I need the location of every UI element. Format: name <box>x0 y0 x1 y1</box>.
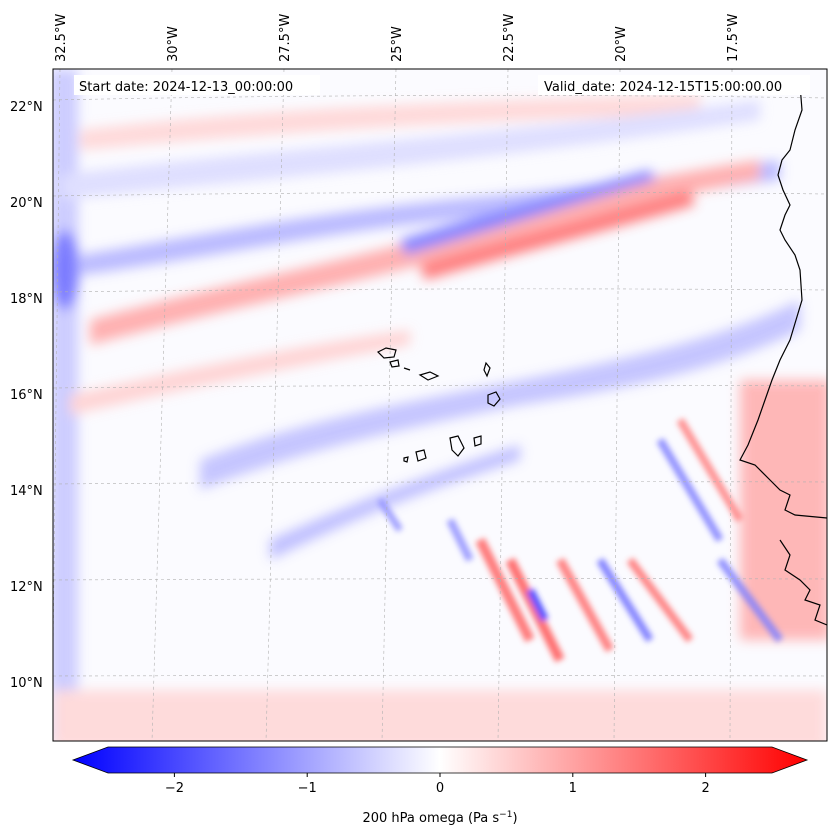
map-area <box>53 69 827 741</box>
colorbar-tick-label: −1 <box>298 781 317 796</box>
lat-label: 14°N <box>10 484 43 499</box>
lat-label: 10°N <box>10 676 43 691</box>
colorbar-tick-label: 0 <box>436 781 444 796</box>
lon-label: 32.5°W <box>54 14 69 62</box>
start-date-label: Start date: 2024-12-13_00:00:00 <box>79 80 293 95</box>
lon-label: 22.5°W <box>502 14 517 62</box>
lon-label: 30°W <box>166 26 181 62</box>
lat-label: 20°N <box>10 196 43 211</box>
coastline <box>739 84 827 519</box>
lon-label: 20°W <box>614 26 629 62</box>
lat-label: 18°N <box>10 292 43 307</box>
lat-label: 16°N <box>10 388 43 403</box>
latitude-labels: 22°N 20°N 18°N 16°N 14°N 12°N 10°N <box>10 100 43 691</box>
colorbar-bar <box>71 746 809 774</box>
lon-label: 25°W <box>390 26 405 62</box>
start-date-box <box>74 75 320 95</box>
lat-label: 22°N <box>10 100 43 115</box>
colorbar-tick-label: 1 <box>569 781 577 796</box>
colorbar-label: 200 hPa omega (Pa s−1) <box>362 810 517 826</box>
cape-verde-islands <box>376 347 501 463</box>
omega-field <box>53 69 827 741</box>
colorbar-tick-label: −2 <box>165 781 184 796</box>
colorbar: −2 −1 0 1 2 200 hPa omega (Pa s−1) <box>71 746 809 826</box>
map-frame <box>52 68 828 742</box>
omega-streaks <box>377 417 784 663</box>
lat-label: 12°N <box>10 580 43 595</box>
lon-label: 17.5°W <box>726 14 741 62</box>
lon-label: 27.5°W <box>278 14 293 62</box>
longitude-labels: 32.5°W 30°W 27.5°W 25°W 22.5°W 20°W 17.5… <box>54 14 741 62</box>
valid-date-label: Valid_date: 2024-12-15T15:00:00.00 <box>544 80 782 95</box>
valid-date-box <box>538 75 810 95</box>
colorbar-ticks: −2 −1 0 1 2 <box>165 773 710 796</box>
colorbar-tick-label: 2 <box>701 781 709 796</box>
